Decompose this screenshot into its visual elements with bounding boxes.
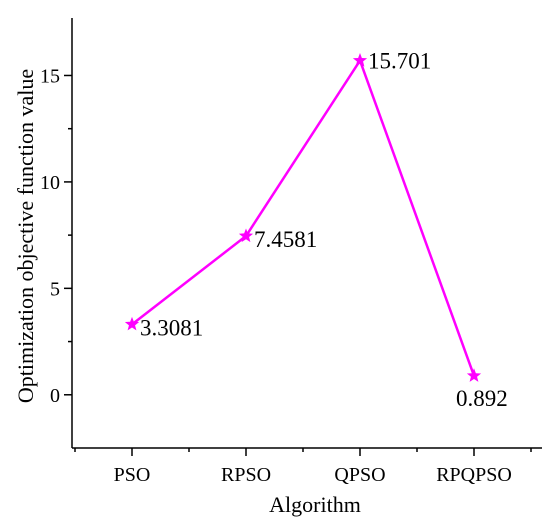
y-tick-label: 10	[40, 172, 60, 194]
data-label: 7.4581	[254, 227, 317, 252]
y-tick-label: 0	[50, 385, 60, 407]
x-tick-label: QPSO	[334, 464, 385, 486]
star-marker	[352, 53, 368, 67]
series-group	[124, 53, 482, 382]
x-tick-label: RPSO	[221, 464, 271, 486]
series-line	[131, 59, 476, 377]
x-tick-label: PSO	[114, 464, 151, 486]
x-tick-label: RPQPSO	[436, 464, 512, 486]
x-axis-title: Algorithm	[269, 492, 361, 517]
data-label: 3.3081	[140, 315, 203, 340]
y-tick-label: 15	[40, 65, 60, 87]
data-label: 0.892	[456, 386, 508, 411]
data-labels: 3.3081 7.4581 15.701 0.892	[140, 49, 508, 411]
x-ticks: PSO RPSO QPSO RPQPSO	[74, 448, 532, 486]
star-marker	[124, 316, 140, 331]
star-marker	[238, 228, 254, 243]
y-axis-title: Optimization objective function value	[13, 69, 38, 403]
data-label: 15.701	[368, 49, 431, 74]
y-ticks: 0 5 10 15	[40, 65, 72, 407]
star-marker	[466, 368, 482, 382]
axes	[71, 18, 542, 449]
y-tick-label: 5	[50, 278, 60, 300]
